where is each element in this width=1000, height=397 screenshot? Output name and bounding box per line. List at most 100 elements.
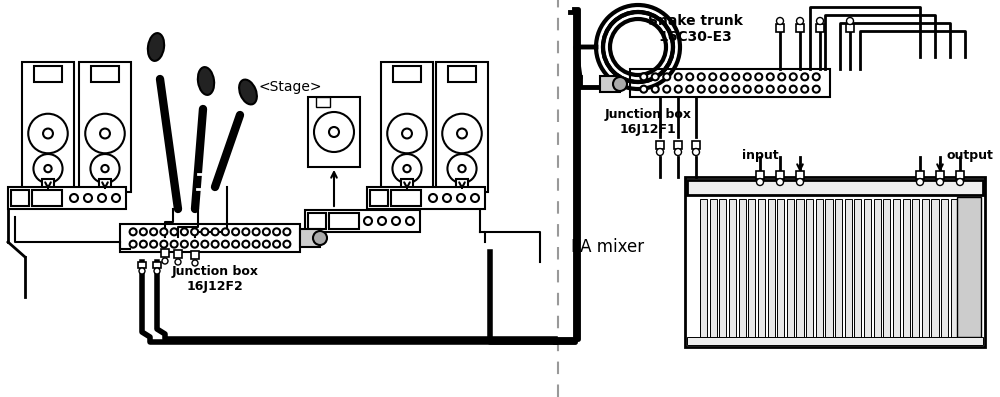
Circle shape (232, 241, 239, 248)
Bar (776, 171, 784, 179)
Bar (816, 24, 824, 32)
Circle shape (767, 73, 774, 80)
Bar (912, 199, 919, 337)
Bar (91, 66, 119, 82)
Circle shape (698, 73, 705, 80)
Circle shape (192, 260, 198, 266)
Text: Snake trunk
16C30-E3: Snake trunk 16C30-E3 (648, 14, 742, 44)
Bar (758, 199, 765, 337)
Bar (674, 141, 682, 149)
Circle shape (796, 17, 804, 25)
Bar (630, 69, 830, 97)
Bar (777, 199, 784, 337)
Circle shape (675, 73, 682, 80)
Circle shape (790, 86, 797, 93)
Bar (796, 199, 804, 337)
Circle shape (313, 231, 327, 245)
Circle shape (778, 73, 785, 80)
Circle shape (767, 86, 774, 93)
Bar (393, 66, 421, 82)
Text: PA mixer: PA mixer (571, 238, 645, 256)
Circle shape (171, 228, 178, 235)
Bar (329, 213, 359, 229)
Circle shape (140, 241, 147, 248)
Circle shape (755, 73, 762, 80)
Circle shape (150, 241, 157, 248)
Bar (816, 199, 823, 337)
Bar (806, 199, 813, 337)
Circle shape (652, 73, 659, 80)
Bar (787, 199, 794, 337)
Bar (854, 199, 861, 337)
Circle shape (744, 73, 751, 80)
Circle shape (212, 241, 219, 248)
Bar (845, 199, 852, 337)
Circle shape (90, 154, 120, 183)
Circle shape (33, 154, 63, 183)
Circle shape (387, 114, 427, 153)
Bar (191, 251, 199, 259)
Circle shape (801, 73, 808, 80)
Bar (316, 97, 330, 107)
Bar (370, 190, 388, 206)
Bar (864, 199, 871, 337)
Bar (308, 213, 326, 229)
Circle shape (813, 73, 820, 80)
Bar (846, 24, 854, 32)
Bar (656, 141, 664, 149)
Circle shape (139, 268, 145, 274)
Circle shape (70, 194, 78, 202)
Bar (34, 66, 62, 82)
Bar (692, 141, 700, 149)
Circle shape (776, 17, 784, 25)
Bar (161, 249, 169, 257)
Circle shape (84, 194, 92, 202)
Circle shape (162, 258, 168, 264)
Bar (739, 199, 746, 337)
Circle shape (692, 148, 700, 156)
Bar (700, 199, 707, 337)
Bar (936, 171, 944, 179)
Circle shape (755, 86, 762, 93)
Circle shape (160, 228, 167, 235)
Bar (916, 171, 924, 179)
Circle shape (181, 241, 188, 248)
Bar (456, 179, 468, 188)
Circle shape (253, 228, 260, 235)
Bar (687, 337, 983, 345)
Bar (748, 199, 755, 337)
Bar (957, 197, 981, 337)
Bar (796, 171, 804, 179)
Circle shape (283, 228, 290, 235)
Ellipse shape (198, 67, 214, 95)
Circle shape (242, 228, 249, 235)
Bar (756, 171, 764, 179)
Circle shape (790, 73, 797, 80)
Circle shape (663, 73, 670, 80)
Ellipse shape (239, 79, 257, 104)
Circle shape (263, 228, 270, 235)
Circle shape (364, 217, 372, 225)
Bar (367, 187, 485, 209)
Bar (138, 262, 146, 268)
Circle shape (160, 241, 167, 248)
Circle shape (640, 73, 647, 80)
Bar (768, 199, 775, 337)
Circle shape (98, 194, 106, 202)
Bar (922, 199, 929, 337)
Circle shape (796, 179, 804, 185)
Circle shape (175, 259, 181, 265)
Bar (687, 180, 983, 195)
Circle shape (846, 17, 854, 25)
Circle shape (656, 148, 664, 156)
Bar (710, 199, 717, 337)
Bar (874, 199, 881, 337)
Text: output: output (947, 148, 993, 162)
Bar (600, 76, 620, 92)
Circle shape (776, 179, 784, 185)
Circle shape (283, 241, 290, 248)
Circle shape (652, 86, 659, 93)
Bar (883, 199, 890, 337)
Circle shape (613, 77, 627, 91)
Bar (300, 229, 320, 247)
